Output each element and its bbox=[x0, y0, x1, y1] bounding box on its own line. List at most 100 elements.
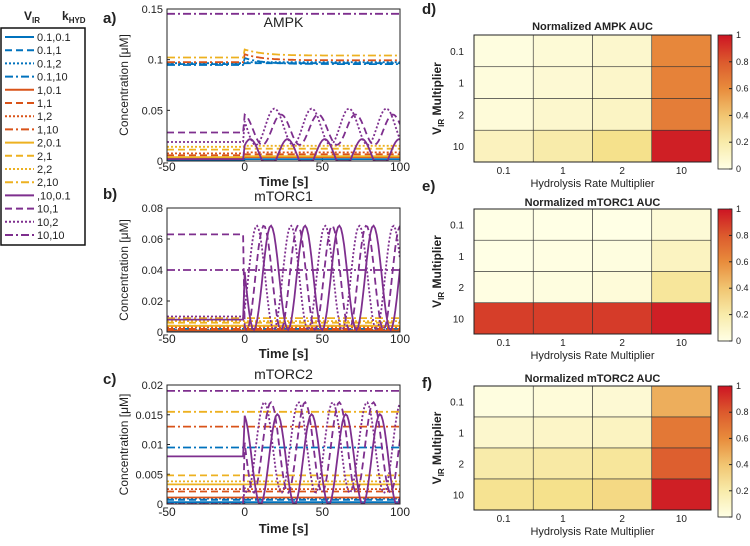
xtick-label-0-2: 50 bbox=[316, 160, 330, 174]
colorbar-tick-label-0-0: 0 bbox=[736, 164, 741, 174]
heat-frame-0 bbox=[473, 34, 712, 163]
heat-cell-0-3-1 bbox=[532, 129, 593, 163]
legend-header-v-sub: IR bbox=[32, 16, 40, 25]
series-2-14 bbox=[167, 401, 400, 504]
colorbar-tick-label-0-1: 0.2 bbox=[736, 137, 749, 147]
series-0-7 bbox=[167, 53, 400, 64]
legend-label-11: 2,10 bbox=[37, 177, 58, 189]
y-axis-label-1: Concentration [μM] bbox=[117, 219, 131, 321]
series-1-14 bbox=[167, 224, 400, 332]
plot-frame-2 bbox=[166, 384, 401, 505]
x-axis-label-2: Time [s] bbox=[259, 521, 309, 536]
heat-ytick-1-3: 10 bbox=[453, 314, 465, 325]
heat-xlabel-2: Hydrolysis Rate Multiplier bbox=[530, 526, 654, 538]
legend-header-k-sub: HYD bbox=[69, 16, 86, 25]
legend-label-2: 0.1,2 bbox=[37, 58, 61, 70]
xtick-label-1-1: 0 bbox=[241, 332, 248, 346]
heat-cell-0-0-1 bbox=[532, 34, 593, 68]
heat-ylabel-2: VIR Multiplier bbox=[430, 411, 446, 484]
xtick-label-2-2: 50 bbox=[316, 505, 330, 519]
xtick-label-1-3: 100 bbox=[390, 332, 410, 346]
heat-ylabel-rest-1: Multiplier bbox=[430, 235, 444, 292]
legend-label-4: 1,0.1 bbox=[37, 85, 61, 97]
heat-cell-0-2-2 bbox=[592, 98, 653, 131]
series-group-2 bbox=[167, 389, 400, 504]
heat-title-0: Normalized AMPK AUC bbox=[532, 21, 653, 33]
heat-cell-2-2-0 bbox=[473, 447, 534, 480]
xtick-label-2-3: 100 bbox=[390, 505, 410, 519]
series-0-8 bbox=[167, 155, 400, 159]
legend-label-12: ,10,0.1 bbox=[37, 190, 71, 202]
colorbar-tick-label-2-5: 1 bbox=[736, 381, 741, 391]
heat-cell-2-1-0 bbox=[473, 416, 534, 449]
legend-label-7: 1,10 bbox=[37, 124, 58, 136]
colorbar-tick-label-0-5: 1 bbox=[736, 30, 741, 40]
series-0-5 bbox=[167, 153, 400, 157]
heat-cell-2-3-0 bbox=[473, 478, 534, 511]
heat-cell-0-0-3 bbox=[651, 34, 712, 68]
heat-cell-2-0-0 bbox=[473, 385, 534, 418]
legend-label-9: 2,1 bbox=[37, 151, 52, 163]
heat-cell-0-0-2 bbox=[592, 34, 653, 68]
panel-label-2: c) bbox=[103, 371, 116, 388]
heat-cell-2-2-1 bbox=[532, 447, 593, 480]
heat-ylabel-sub-1: IR bbox=[437, 292, 446, 300]
heat-ylabel-rest-2: Multiplier bbox=[430, 411, 444, 468]
series-0-14 bbox=[167, 107, 400, 146]
heat-cell-2-1-2 bbox=[592, 416, 653, 449]
legend-label-14: 10,2 bbox=[37, 217, 58, 229]
colorbar-tick-label-2-3: 0.6 bbox=[736, 433, 749, 443]
series-0-2 bbox=[167, 61, 400, 65]
legend-label-13: 10,1 bbox=[37, 204, 58, 216]
heat-cell-0-1-2 bbox=[592, 66, 653, 99]
heat-cell-0-2-3 bbox=[651, 98, 712, 131]
colorbar-tick-label-0-3: 0.6 bbox=[736, 84, 749, 94]
heat-cell-0-1-3 bbox=[651, 66, 712, 99]
heat-panel-label-0: d) bbox=[422, 1, 436, 18]
series-0-11 bbox=[167, 48, 400, 59]
colorbar-tick-label-2-1: 0.2 bbox=[736, 486, 749, 496]
heat-ylabel-0: VIR Multiplier bbox=[430, 62, 446, 135]
y-axis-label-0: Concentration [μM] bbox=[117, 34, 131, 136]
heat-cell-0-1-0 bbox=[473, 66, 534, 99]
ytick-label-2-2: 0.01 bbox=[142, 440, 163, 452]
series-0-6 bbox=[167, 151, 400, 155]
colorbar-tick-label-1-2: 0.4 bbox=[736, 283, 749, 293]
series-0-0 bbox=[167, 158, 400, 161]
heat-xtick-2-3: 10 bbox=[676, 514, 688, 525]
y-axis-label-2: Concentration [μM] bbox=[117, 394, 131, 496]
heat-panel-label-2: f) bbox=[422, 375, 432, 392]
chart-title-2: mTORC2 bbox=[254, 366, 313, 382]
heat-cell-2-1-3 bbox=[651, 416, 712, 449]
heat-cell-1-1-2 bbox=[592, 239, 653, 272]
plot-frame-0 bbox=[166, 8, 401, 162]
xtick-label-0-1: 0 bbox=[241, 160, 248, 174]
heat-cell-2-0-3 bbox=[651, 385, 712, 418]
heat-xtick-1-0: 0.1 bbox=[497, 338, 511, 349]
heat-ytick-0-3: 10 bbox=[453, 142, 465, 153]
colorbar-tick-label-0-2: 0.4 bbox=[736, 110, 749, 120]
ytick-label-2-3: 0.015 bbox=[135, 410, 163, 422]
heat-cell-2-0-2 bbox=[592, 385, 653, 418]
heat-xtick-2-0: 0.1 bbox=[497, 514, 511, 525]
series-0-9 bbox=[167, 147, 400, 151]
ytick-label-0-1: 0.05 bbox=[142, 105, 163, 117]
heat-cell-2-3-2 bbox=[592, 478, 653, 511]
heat-xtick-0-1: 1 bbox=[560, 166, 566, 177]
heat-cell-2-0-1 bbox=[532, 385, 593, 418]
colorbar-1 bbox=[717, 208, 733, 342]
heat-cell-0-3-2 bbox=[592, 129, 653, 163]
heat-ylabel-sub-0: IR bbox=[437, 119, 446, 127]
heat-cell-1-3-2 bbox=[592, 302, 653, 335]
ytick-label-2-4: 0.02 bbox=[142, 380, 163, 392]
heat-cell-2-2-3 bbox=[651, 447, 712, 480]
ytick-label-0-2: 0.1 bbox=[148, 55, 163, 67]
heat-cell-1-3-0 bbox=[473, 302, 534, 335]
heat-cell-2-1-1 bbox=[532, 416, 593, 449]
colorbar-tick-label-1-5: 1 bbox=[736, 204, 741, 214]
heat-xtick-1-3: 10 bbox=[676, 338, 688, 349]
heat-cell-1-1-0 bbox=[473, 239, 534, 272]
series-0-3 bbox=[167, 56, 400, 66]
x-axis-label-1: Time [s] bbox=[259, 346, 309, 361]
heat-ylabel-rest-0: Multiplier bbox=[430, 62, 444, 119]
